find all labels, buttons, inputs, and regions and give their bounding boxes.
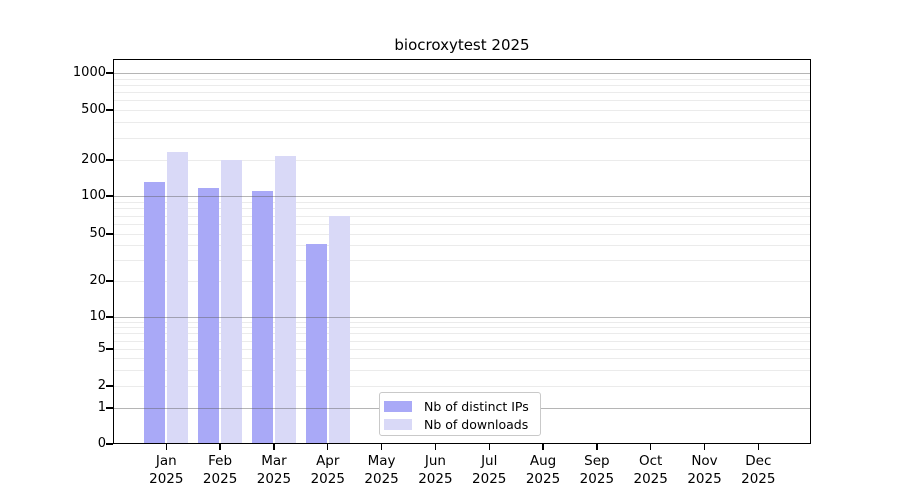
x-tick-mark — [542, 444, 544, 450]
minor-gridline — [114, 333, 810, 335]
legend-entry-downloads: Nb of downloads — [384, 415, 540, 433]
y-tick-mark — [106, 316, 113, 318]
y-tick-mark — [106, 72, 113, 74]
y-tick-mark — [106, 280, 113, 282]
legend-label: Nb of distinct IPs — [424, 398, 529, 414]
x-axis-tick-label: Dec 2025 — [741, 453, 776, 487]
x-tick-mark — [757, 444, 759, 450]
y-axis-tick-label: 20 — [89, 273, 106, 288]
minor-gridline — [114, 122, 810, 124]
y-tick-mark — [106, 385, 113, 387]
x-tick-mark — [380, 444, 383, 450]
minor-gridline — [114, 208, 810, 210]
minor-gridline — [114, 340, 810, 342]
minor-gridline — [114, 386, 810, 387]
x-tick-mark — [488, 444, 490, 450]
legend-entry-ips: Nb of distinct IPs — [384, 397, 540, 415]
minor-gridline — [114, 260, 810, 262]
major-gridline — [114, 317, 810, 318]
minor-gridline — [114, 84, 810, 86]
minor-gridline — [114, 234, 810, 235]
y-tick-mark — [106, 348, 113, 350]
y-tick-mark — [106, 407, 113, 409]
y-axis-tick-label: 1000 — [72, 65, 106, 80]
y-axis-tick-label: 10 — [89, 309, 106, 324]
legend-label: Nb of downloads — [424, 416, 529, 432]
y-tick-mark — [106, 233, 113, 235]
bar-ips-mar — [251, 190, 273, 444]
x-tick-mark — [327, 444, 329, 450]
y-tick-mark — [106, 159, 113, 161]
bar-ips-feb — [198, 187, 220, 444]
x-axis-tick-label: Jul 2025 — [472, 453, 507, 487]
bar-downloads-apr — [328, 215, 350, 444]
y-tick-mark — [106, 443, 113, 445]
y-tick-mark — [106, 195, 113, 197]
minor-gridline — [114, 369, 810, 371]
bar-downloads-mar — [274, 155, 296, 444]
minor-gridline — [114, 137, 810, 139]
y-axis-tick-label: 2 — [97, 378, 106, 393]
x-axis-tick-label: Sep 2025 — [579, 453, 615, 487]
major-gridline — [114, 73, 810, 74]
x-tick-mark — [273, 444, 275, 450]
bar-ips-apr — [305, 244, 327, 444]
y-tick-mark — [106, 109, 113, 111]
y-axis-tick-label: 200 — [81, 152, 106, 167]
bar-downloads-jan — [167, 152, 189, 444]
x-axis-tick-label: Oct 2025 — [633, 453, 668, 487]
x-axis-tick-label: Jun 2025 — [418, 453, 453, 487]
legend-swatch-ips — [384, 400, 412, 412]
x-tick-mark — [596, 444, 598, 450]
bar-downloads-feb — [221, 160, 243, 444]
y-axis-tick-label: 0 — [97, 436, 106, 451]
y-axis-tick-label: 5 — [97, 341, 106, 356]
bar-ips-jan — [144, 182, 166, 444]
x-axis-tick-label: Feb 2025 — [202, 453, 238, 487]
x-axis-tick-label: Aug 2025 — [525, 453, 561, 487]
y-axis-tick-label: 1 — [97, 400, 106, 415]
chart-title: biocroxytest 2025 — [394, 36, 530, 54]
minor-gridline — [114, 245, 810, 247]
y-axis-tick-label: 500 — [81, 102, 106, 117]
x-tick-mark — [434, 444, 437, 450]
minor-gridline — [114, 92, 810, 94]
minor-gridline — [114, 358, 810, 359]
major-gridline — [114, 196, 810, 197]
x-axis-tick-label: Apr 2025 — [310, 453, 345, 487]
minor-gridline — [114, 160, 810, 161]
minor-gridline — [114, 100, 810, 102]
x-tick-mark — [165, 444, 167, 450]
x-tick-mark — [649, 444, 652, 450]
minor-gridline — [114, 78, 810, 80]
minor-gridline — [114, 349, 810, 350]
x-axis-tick-label: May 2025 — [364, 453, 399, 487]
minor-gridline — [114, 110, 810, 111]
legend: Nb of distinct IPs Nb of downloads — [379, 392, 541, 436]
minor-gridline — [114, 327, 810, 329]
minor-gridline — [114, 215, 810, 217]
x-tick-mark — [703, 444, 706, 450]
minor-gridline — [114, 224, 810, 225]
x-axis-tick-label: Nov 2025 — [687, 453, 722, 487]
x-axis-tick-label: Mar 2025 — [256, 453, 292, 487]
minor-gridline — [114, 201, 810, 203]
minor-gridline — [114, 321, 810, 323]
minor-gridline — [114, 281, 810, 282]
y-axis-tick-label: 50 — [89, 226, 106, 241]
x-tick-mark — [219, 444, 221, 450]
y-axis-tick-label: 100 — [81, 188, 106, 203]
legend-swatch-downloads — [384, 418, 412, 430]
x-axis-tick-label: Jan 2025 — [149, 453, 184, 487]
